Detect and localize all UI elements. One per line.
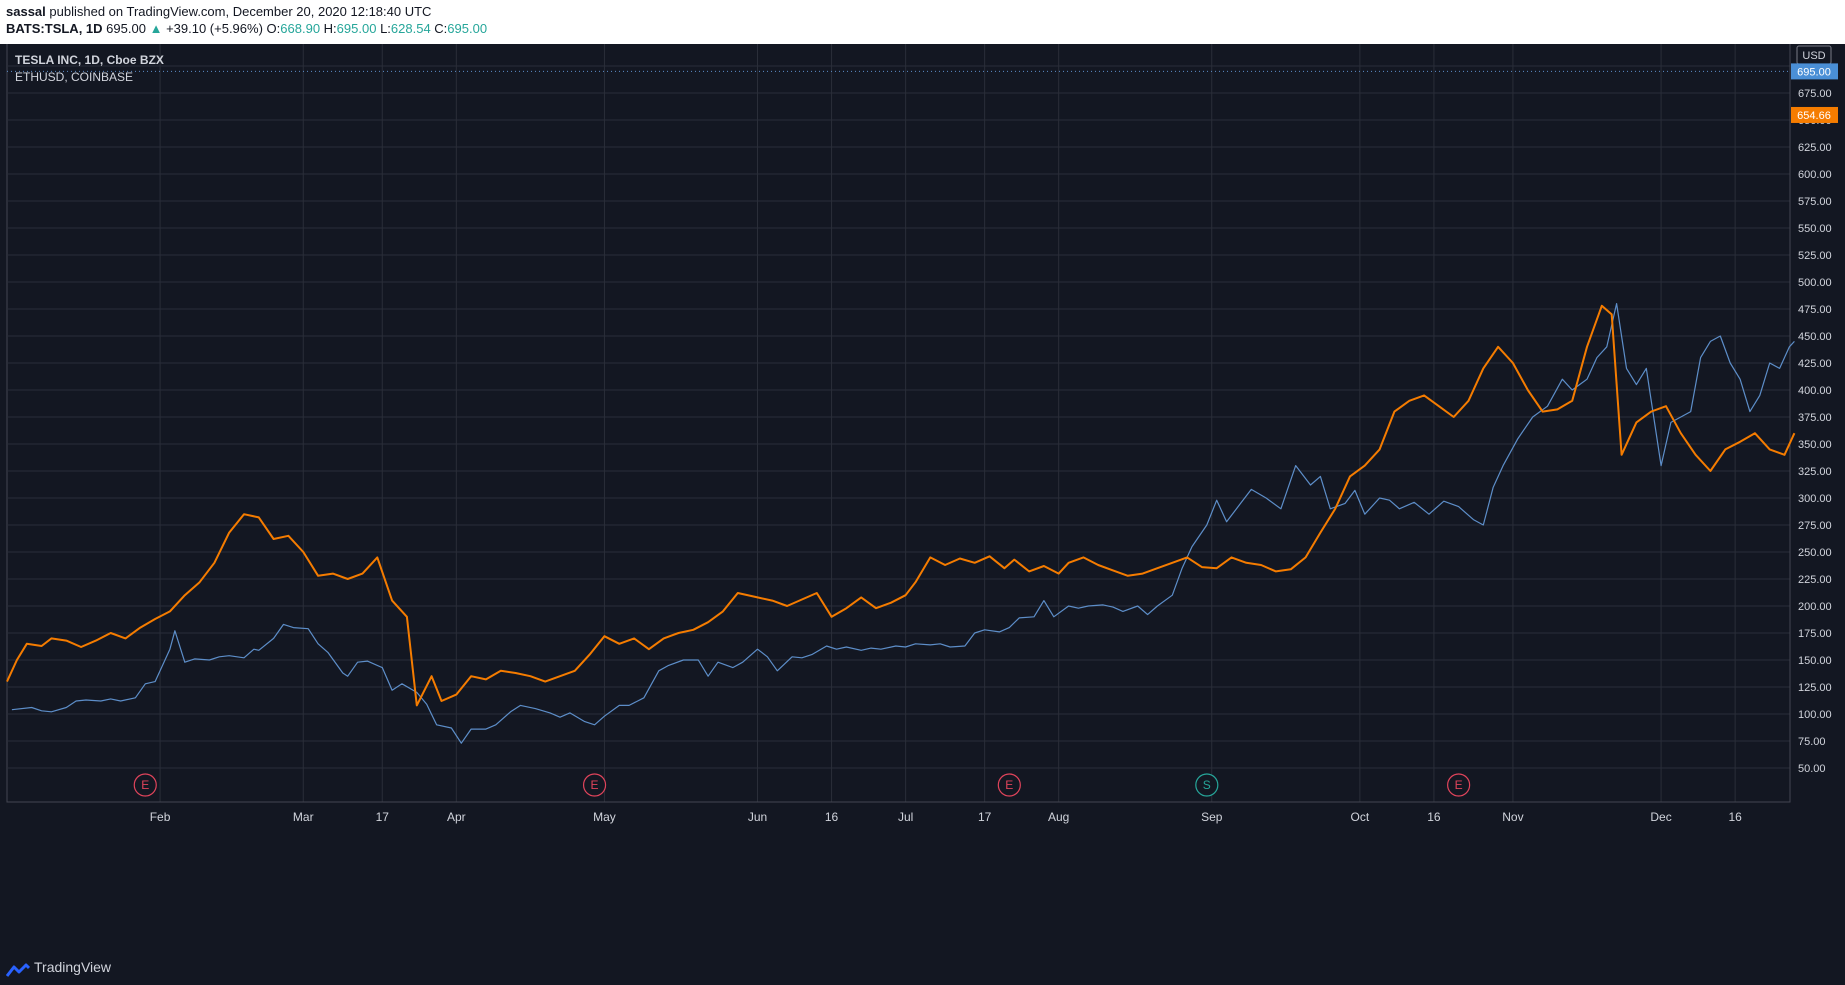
x-tick-label: Feb: [150, 810, 171, 824]
y-tick-label: 150.00: [1798, 655, 1832, 667]
legend-series-tsla[interactable]: TESLA INC, 1D, Cboe BZX: [15, 53, 164, 67]
x-tick-label: May: [593, 810, 616, 824]
symbol-label: BATS:TSLA, 1D: [6, 21, 103, 36]
eth-price-tag: [1791, 106, 1838, 123]
plot-border: [6, 44, 1791, 803]
open-value: 668.90: [280, 21, 321, 36]
y-tick-label: 75.00: [1798, 736, 1826, 748]
brand-label[interactable]: TradingView: [34, 959, 112, 975]
currency-label: USD: [1802, 50, 1825, 62]
event-marker-label: E: [141, 778, 149, 792]
close-label: C:: [434, 21, 448, 36]
eth-series-line[interactable]: [6, 304, 1796, 707]
x-tick-label: Dec: [1650, 810, 1671, 824]
x-tick-label: Nov: [1502, 810, 1523, 824]
x-tick-label: Jun: [748, 810, 767, 824]
price-change: +39.10 (+5.96%): [166, 21, 263, 36]
tsla-price-tag: [1791, 63, 1838, 80]
x-tick-label: Apr: [447, 810, 466, 824]
y-tick-label: 250.00: [1798, 547, 1832, 559]
event-marker-label: E: [1005, 778, 1013, 792]
y-tick-label: 575.00: [1798, 196, 1832, 208]
x-tick-label: 16: [825, 810, 839, 824]
y-tick-label: 300.00: [1798, 493, 1832, 505]
low-label: L:: [380, 21, 391, 36]
x-tick-label: 17: [978, 810, 992, 824]
y-tick-label: 600.00: [1798, 169, 1832, 181]
y-tick-label: 275.00: [1798, 520, 1832, 532]
y-tick-label: 525.00: [1798, 250, 1832, 262]
y-tick-label: 400.00: [1798, 385, 1832, 397]
event-marker-label: E: [591, 778, 599, 792]
last-price: 695.00: [106, 21, 146, 36]
author-name[interactable]: sassal: [6, 4, 46, 19]
event-marker-label: S: [1203, 778, 1211, 792]
open-label: O:: [266, 21, 281, 36]
y-tick-label: 550.00: [1798, 223, 1832, 235]
y-tick-label: 100.00: [1798, 709, 1832, 721]
y-tick-label: 625.00: [1798, 142, 1832, 154]
x-tick-label: Sep: [1201, 810, 1223, 824]
price-chart[interactable]: 50.00 75.00 100.00 125.00 150.00 175.00 200.00…: [0, 44, 1845, 955]
price-tag-text: 695.00: [1797, 66, 1831, 78]
y-tick-label: 125.00: [1798, 682, 1832, 694]
y-tick-label: 175.00: [1798, 628, 1832, 640]
publish-text: published on TradingView.com, December 2…: [49, 4, 432, 19]
publish-info: sassal published on TradingView.com, Dec…: [6, 4, 431, 19]
earnings-event-marker[interactable]: [582, 773, 607, 797]
x-tick-label: 16: [1427, 810, 1441, 824]
y-tick-label: 325.00: [1798, 466, 1832, 478]
y-tick-label: 425.00: [1798, 358, 1832, 370]
x-tick-label: Jul: [898, 810, 913, 824]
x-tick-label: Mar: [293, 810, 314, 824]
footer: TradingView: [0, 955, 1845, 985]
high-value: 695.00: [336, 21, 377, 36]
y-tick-label: 350.00: [1798, 439, 1832, 451]
close-value: 695.00: [447, 21, 488, 36]
legend-series-eth[interactable]: ETHUSD, COINBASE: [15, 70, 134, 84]
up-arrow-icon: ▲: [149, 21, 163, 36]
y-tick-label: 225.00: [1798, 574, 1832, 586]
price-tag-text: 654.66: [1797, 110, 1831, 122]
y-tick-label: 500.00: [1798, 277, 1832, 289]
low-value: 628.54: [390, 21, 431, 36]
chart-legend: TESLA INC, 1D, Cboe BZX ETHUSD, COINBASE: [15, 52, 164, 86]
split-event-marker[interactable]: [1195, 773, 1219, 797]
tradingview-logo-icon[interactable]: [6, 963, 30, 977]
earnings-event-marker[interactable]: [1447, 773, 1471, 797]
publish-header: sassal published on TradingView.com, Dec…: [0, 0, 1845, 44]
high-label: H:: [323, 21, 337, 36]
x-tick-label: Oct: [1351, 810, 1370, 824]
x-tick-label: 16: [1728, 810, 1742, 824]
x-tick-label: 17: [376, 810, 390, 824]
y-tick-label: 200.00: [1798, 601, 1832, 613]
earnings-event-marker[interactable]: [997, 773, 1021, 797]
ohlc-line: BATS:TSLA, 1D 695.00 ▲ +39.10 (+5.96%) O…: [6, 21, 487, 36]
y-tick-label: 675.00: [1798, 88, 1832, 100]
tsla-series-line[interactable]: [11, 303, 1795, 744]
y-tick-label: 475.00: [1798, 304, 1832, 316]
y-tick-label: 50.00: [1798, 763, 1826, 775]
x-tick-label: Aug: [1048, 810, 1069, 824]
y-tick-label: 375.00: [1798, 412, 1832, 424]
event-marker-label: E: [1455, 778, 1463, 792]
y-tick-label: 450.00: [1798, 331, 1832, 343]
earnings-event-marker[interactable]: [133, 773, 157, 797]
